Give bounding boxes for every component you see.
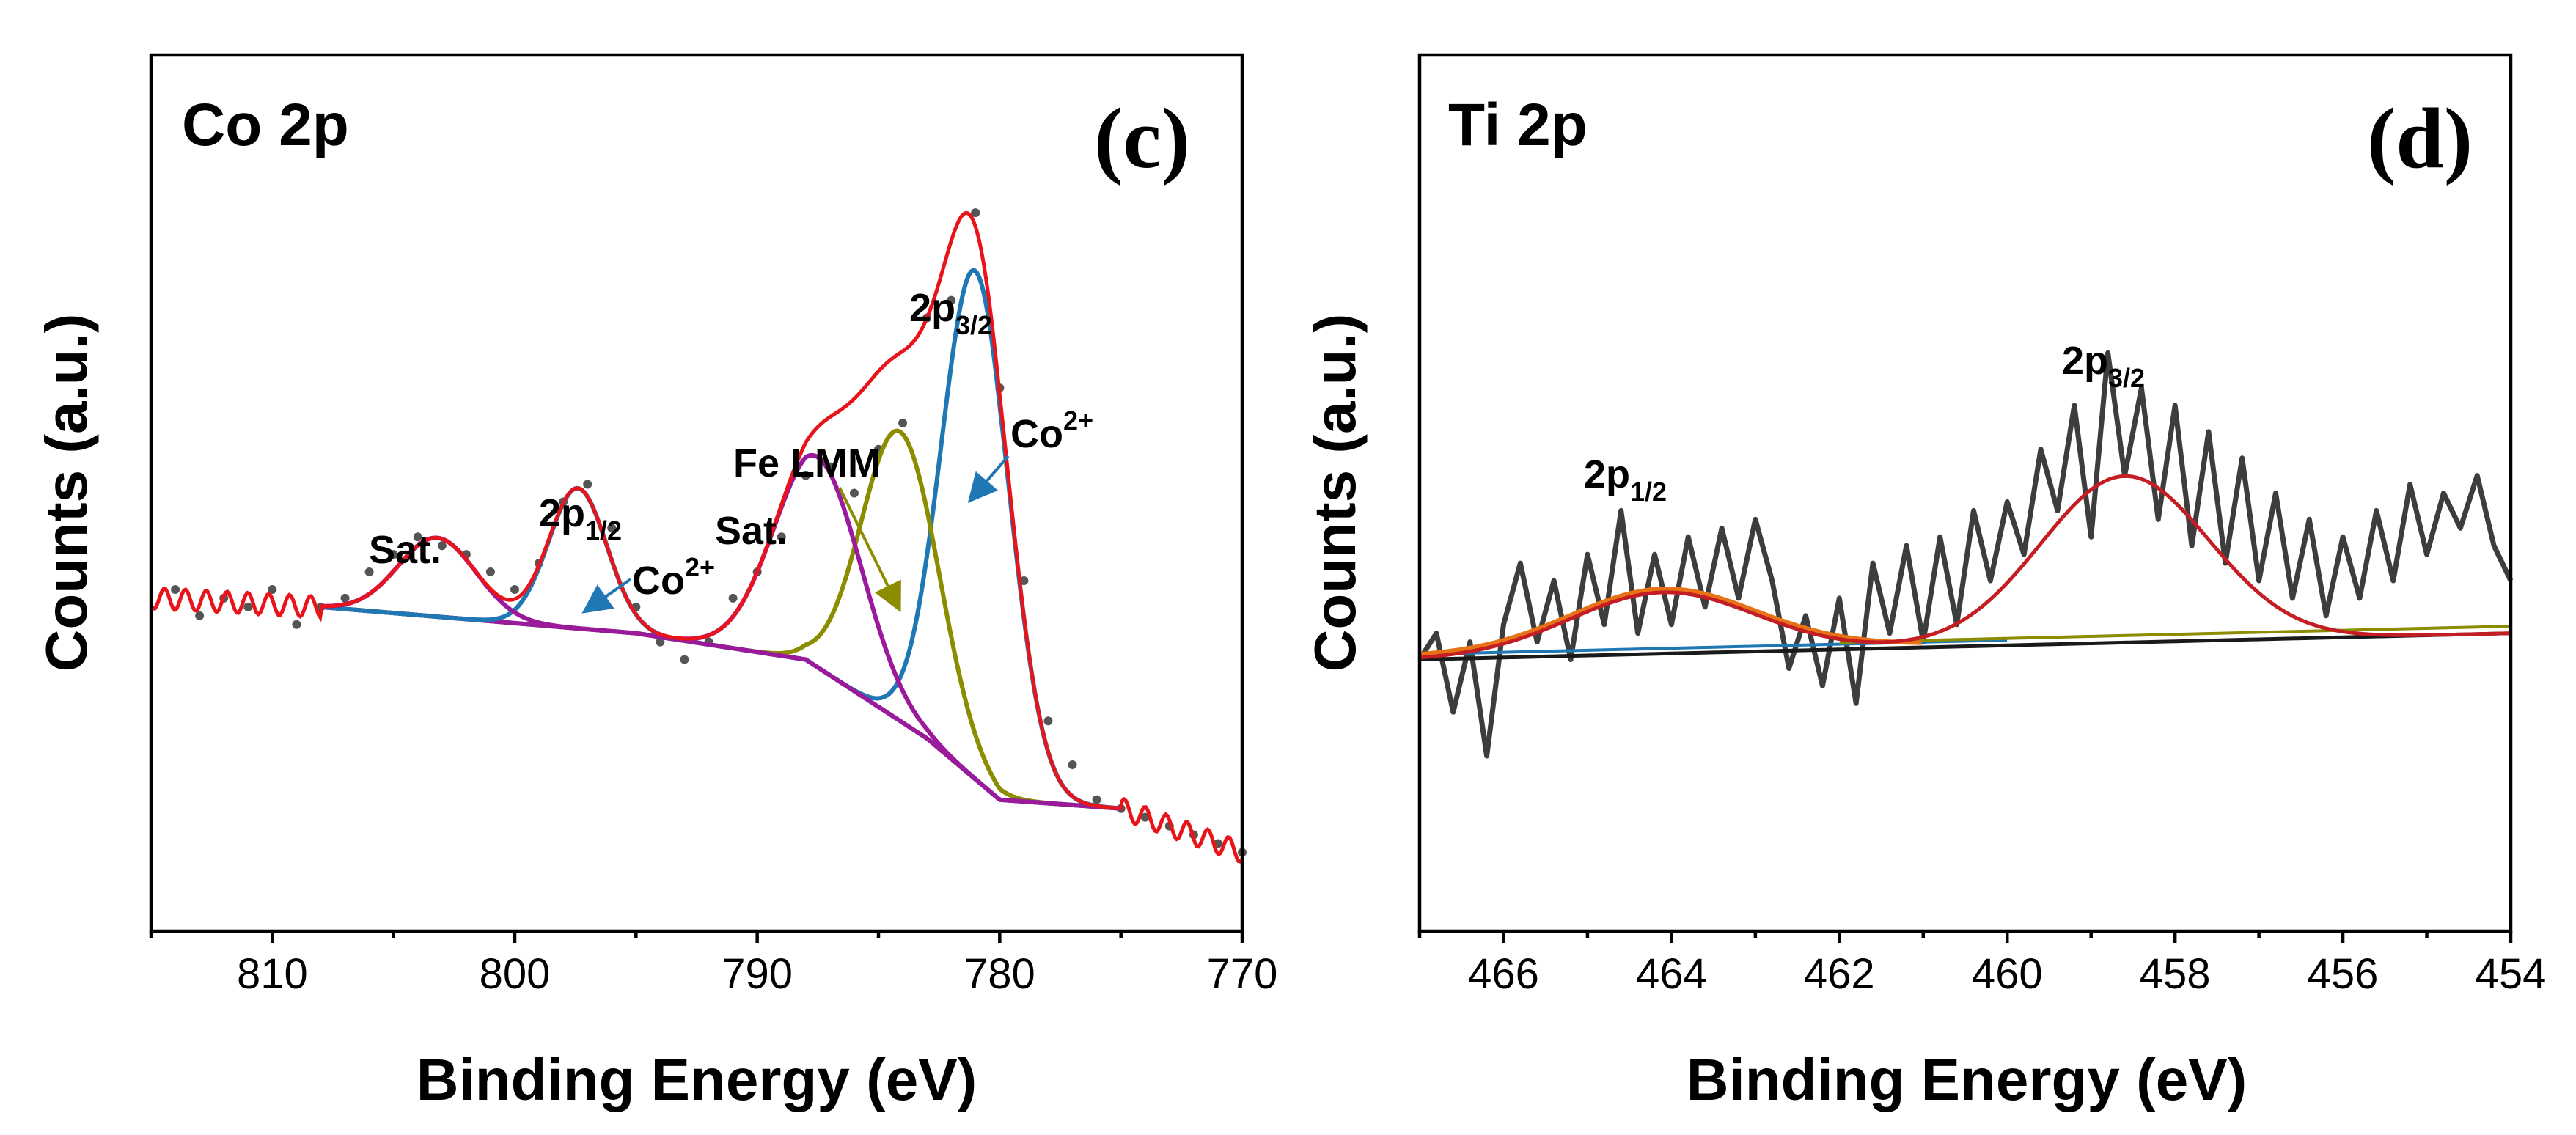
d-xtick-label-460: 460 [1972,950,2043,998]
panel-d-plot-area [1417,350,2514,759]
c-xtick-label-780: 780 [964,950,1035,998]
d-background-line [1419,631,2511,662]
raw-data-point [777,532,786,542]
d-xtick-label-462: 462 [1804,950,1875,998]
c-envelope-line [149,210,1244,864]
raw-data-point [728,593,738,603]
raw-data-point [947,295,956,305]
annot-co2-right-main: Co [1010,412,1063,456]
annot-2p12-c: 2p1/2 [539,491,622,546]
annot-co2-left-main: Co [632,559,685,603]
raw-data-point [510,584,519,594]
panel-d-label: (d) [2367,90,2473,186]
d-xtick-label-454: 454 [2476,950,2547,998]
raw-data-point [583,480,592,489]
c-xtick-label-770: 770 [1207,950,1278,998]
annot-co2-right-sup: 2+ [1063,405,1093,436]
panel-c-co2p: 810 800 790 780 770 Co 2p (c) Binding Energy… [34,53,1278,1112]
annot-2p12-d: 2p1/2 [1584,452,1667,507]
annot-2p32-d-sub: 3/2 [2108,363,2145,393]
d-xtick-label-456: 456 [2308,950,2379,998]
panel-c-title: Co 2p [182,92,349,158]
raw-data-point [292,620,301,629]
d-xtick-label-464: 464 [1636,950,1707,998]
annot-2p32-d-main: 2p [2062,339,2108,383]
raw-data-point [485,568,495,577]
raw-data-point [1140,812,1150,822]
panel-c-plot-area [149,208,1247,864]
annot-2p32-d: 2p3/2 [2062,339,2145,393]
annot-co2-right: Co2+ [1010,405,1093,456]
raw-data-point [1092,795,1101,804]
c-component-4 [322,535,1121,811]
arrow-co2-left [581,578,632,614]
annot-2p12-d-main: 2p [1584,452,1630,496]
annot-2p12-d-sub: 1/2 [1630,477,1667,507]
raw-data-point [680,655,689,664]
raw-data-point [364,568,374,577]
raw-data-point [340,593,350,603]
panel-d-ylabel: Counts (a.u.) [1302,314,1368,672]
d-xtick-label-458: 458 [2140,950,2211,998]
c-xtick-label-810: 810 [237,950,308,998]
annot-co2-left: Co2+ [632,552,715,603]
annot-2p32-c: 2p3/2 [909,286,992,340]
raw-data-point [437,541,447,551]
annot-co2-left-sup: 2+ [685,552,715,582]
d-raw-data-line [1417,350,2514,759]
panel-c-ylabel: Counts (a.u.) [34,314,99,672]
panel-d-ti2p: 466 464 462 460 458 456 454 Ti 2p (d) Binding … [1302,53,2547,1112]
raw-data-point [268,584,277,594]
annot-2p32-c-main: 2p [909,286,955,330]
raw-data-point [971,208,980,218]
annot-2p12-c-main: 2p [539,491,585,535]
panel-d-x-ticks: 466 464 462 460 458 456 454 [1417,931,2547,998]
arrow-fe-lmm [838,487,901,613]
panel-c-x-ticks: 810 800 790 780 770 [149,931,1278,998]
panel-d-title: Ti 2p [1448,92,1588,158]
d-xtick-label-466: 466 [1468,950,1539,998]
raw-data-point [656,637,665,647]
arrow-co2-right [967,455,1010,504]
c-background-line [321,605,1121,811]
raw-data-point [389,550,398,559]
d-orange-component [1419,587,1922,657]
raw-data-point [1043,716,1053,726]
d-envelope-line [1419,474,2511,660]
raw-data-point [849,488,859,498]
annot-2p32-c-sub: 3/2 [955,310,992,340]
panel-d-xlabel: Binding Energy (eV) [1687,1047,2247,1112]
c-xtick-label-800: 800 [480,950,551,998]
c-component-1 [321,428,1121,811]
panel-c-label: (c) [1094,90,1190,186]
raw-data-point [243,602,253,611]
raw-data-point [607,524,617,533]
raw-data-point [898,418,908,427]
annot-fe-lmm: Fe LMM [733,441,881,485]
d-olive-line [1839,625,2511,644]
raw-data-point [1068,760,1077,769]
raw-data-point [195,611,205,620]
raw-data-point [171,584,180,594]
c-xtick-label-790: 790 [722,950,793,998]
annot-sat-right: Sat. [715,509,788,553]
raw-data-point [413,532,422,542]
annot-sat-left: Sat. [369,528,441,572]
panel-c-xlabel: Binding Energy (eV) [417,1047,977,1112]
annot-2p12-c-sub: 1/2 [585,515,622,546]
raw-data-point [801,471,810,480]
panel-c-frame [149,53,1244,933]
panel-d-frame [1417,53,2513,933]
